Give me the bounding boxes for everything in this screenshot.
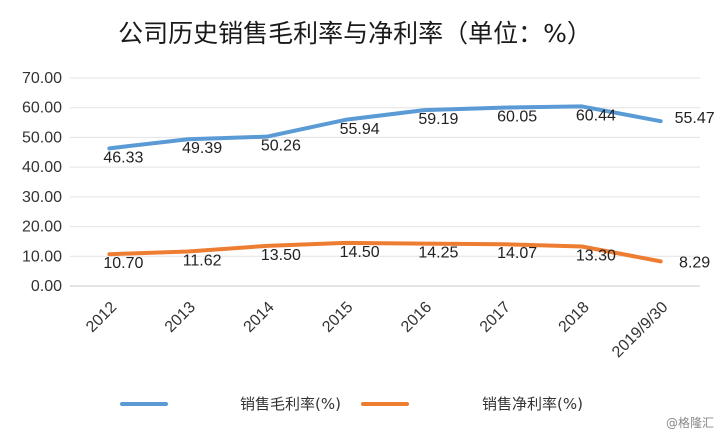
data-label: 49.39 — [182, 140, 222, 157]
y-tick-label: 40.00 — [22, 159, 62, 176]
legend-label-gross-margin: 销售毛利率(%) — [240, 395, 341, 413]
y-tick-label: 20.00 — [22, 219, 62, 236]
data-label: 59.19 — [418, 111, 458, 128]
data-label: 55.94 — [340, 121, 380, 138]
x-tick-label: 2014 — [241, 299, 278, 336]
data-label: 10.70 — [103, 255, 143, 272]
y-tick-label: 10.00 — [22, 248, 62, 265]
chart-title: 公司历史销售毛利率与净利率（单位：%） — [118, 19, 592, 48]
data-label: 13.50 — [261, 247, 301, 264]
legend: 销售毛利率(%) 销售净利率(%) — [120, 395, 583, 413]
y-tick-label: 70.00 — [22, 70, 62, 87]
y-tick-label: 30.00 — [22, 189, 62, 206]
x-tick-label: 2018 — [556, 299, 593, 336]
series-lines — [107, 104, 663, 264]
x-tick-label: 2015 — [319, 299, 356, 336]
data-label: 14.50 — [340, 244, 380, 261]
y-tick-label: 50.00 — [22, 129, 62, 146]
series-line-net-margin — [107, 240, 663, 264]
x-axis-ticks: 2012 2013 2014 2015 2016 2017 2018 2019/9/30 — [83, 299, 672, 361]
y-tick-label: 60.00 — [22, 100, 62, 117]
data-label: 55.47 — [675, 110, 715, 127]
y-axis-ticks: 0.00 10.00 20.00 30.00 40.00 50.00 60.00 70.00 — [22, 70, 62, 295]
gridlines — [70, 77, 700, 287]
data-label: 14.25 — [418, 245, 458, 262]
x-tick-label: 2019/9/30 — [609, 299, 671, 361]
data-labels: 46.33 49.39 50.26 55.94 59.19 60.05 60.44 55.47… — [103, 107, 714, 272]
legend-label-net-margin: 销售净利率(%) — [482, 395, 583, 413]
data-label: 50.26 — [261, 138, 301, 155]
data-label: 8.29 — [679, 254, 710, 271]
x-tick-label: 2012 — [83, 299, 120, 336]
watermark: @格隆汇 — [666, 415, 714, 430]
data-label: 13.30 — [576, 247, 616, 264]
x-tick-label: 2016 — [398, 299, 435, 336]
data-label: 60.44 — [576, 107, 616, 124]
series-line-gross-margin — [107, 104, 663, 151]
data-label: 11.62 — [183, 252, 222, 269]
data-label: 14.07 — [497, 245, 537, 262]
x-tick-label: 2013 — [162, 299, 199, 336]
data-label: 46.33 — [103, 149, 143, 166]
y-tick-label: 0.00 — [31, 278, 62, 295]
x-tick-label: 2017 — [477, 299, 514, 336]
data-label: 60.05 — [497, 109, 537, 126]
